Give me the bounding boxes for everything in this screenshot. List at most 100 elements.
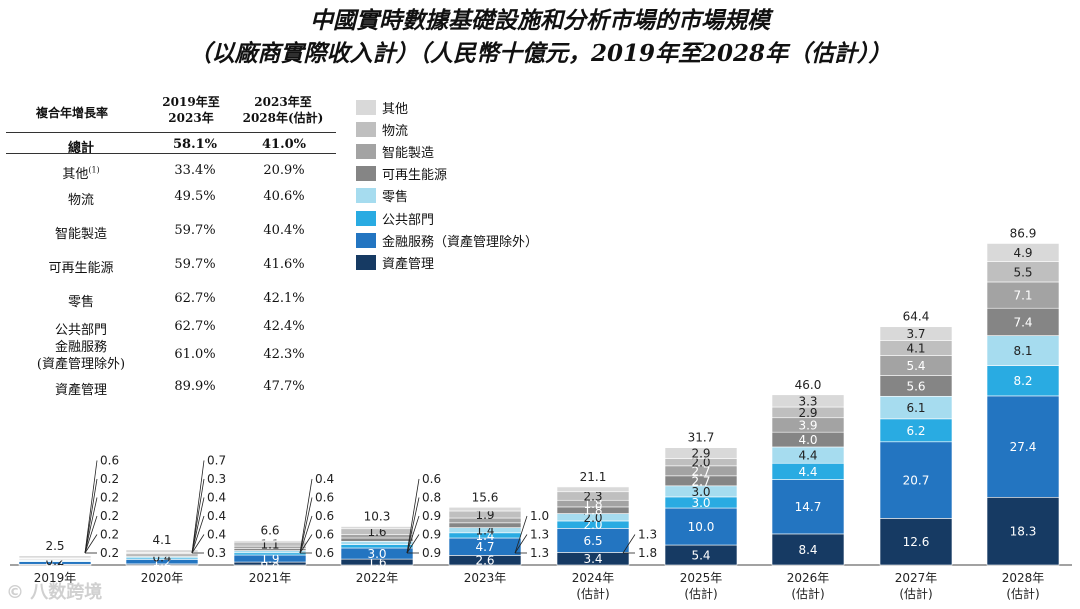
x-tick-sublabel: (估計) [899,586,932,601]
bar-segment [125,549,199,553]
cagr-separator [6,153,336,154]
bar-segment [986,496,1060,566]
x-tick-label: 2026年 [787,571,830,585]
cagr-header-col2-line2: 2028年(估計) [242,111,324,125]
segment-label: 2.6 [475,554,494,568]
segment-label: 7.4 [1013,315,1032,329]
callout-label: 0.9 [422,509,441,523]
bar-segment [986,243,1060,262]
cagr-value-2019-2023: 58.1% [172,137,217,152]
callout-leader-line [84,534,98,554]
callout-leader-line [514,515,528,554]
cagr-value-2019-2023: 61.0% [174,347,216,362]
callout-label: 0.6 [315,528,334,542]
x-tick-sublabel: (估計) [1006,586,1039,601]
segment-label: 14.7 [795,500,822,514]
segment-label: 4.1 [906,341,925,355]
cagr-value-2023-2028: 40.4% [263,223,305,238]
cagr-row-label: 智能製造 [54,227,107,242]
x-tick-label: 2021年 [249,571,292,585]
segment-label: 8.1 [1013,344,1032,358]
bar-segment [18,555,92,559]
watermark: © 八数跨境 [6,582,103,603]
callout-label: 0.2 [100,491,119,505]
callout-label: 0.4 [207,491,226,505]
segment-label: 3.7 [906,327,925,341]
callout-leader-line [406,497,420,554]
legend-item: 其他 [356,96,538,118]
bar-segment [448,506,522,512]
callout-leader-line [191,497,205,554]
callout-label: 0.9 [422,528,441,542]
bar-segment [233,540,307,543]
cagr-header-label: 複合年增長率 [36,106,109,120]
cagr-row-note: (1) [88,165,100,175]
segment-label: 1.9 [475,508,494,522]
segment-label: 5.4 [906,359,925,373]
bar-segment [771,533,845,566]
cagr-value-2019-2023: 49.5% [174,189,216,204]
callout-leader-line [406,515,420,554]
callout-leader-line [299,478,313,554]
cagr-row-label: 資產管理 [54,383,107,398]
cagr-value-2019-2023: 59.7% [174,257,216,272]
cagr-header-col2: 2023年至 2028年(估計) [238,94,328,126]
callout-label: 0.2 [100,509,119,523]
cagr-value-2023-2028: 42.4% [263,319,305,334]
segment-label: 4.4 [798,449,817,463]
callout-label: 0.6 [315,491,334,505]
segment-label: 7.1 [1013,289,1032,303]
callout-label: 0.7 [207,454,226,468]
callout-leader-line [84,497,98,554]
cagr-row-label: 零售 [67,295,94,310]
callout-label: 0.2 [100,528,119,542]
bar-segment [771,394,845,408]
chart-legend: 其他 物流 智能製造 可再生能源 零售 公共部門 金融服務（資產管理除外） 資產管理 [356,96,538,274]
bar-segment [556,528,630,553]
x-tick-label: 2027年 [895,571,938,585]
bar-segment [448,522,522,528]
segment-label: 4.7 [475,540,494,554]
cagr-value-2019-2023: 62.7% [174,291,216,306]
x-tick-sublabel: (估計) [684,586,717,601]
segment-label: 3.3 [798,394,817,408]
legend-label: 金融服務（資產管理除外） [382,234,539,250]
legend-item: 金融服務（資產管理除外） [356,229,538,251]
bar-total-label: 10.3 [364,510,391,524]
segment-label: 5.6 [906,379,925,393]
callout-leader-line [406,534,420,554]
bar-total-label: 86.9 [1010,226,1037,240]
cagr-value-2023-2028: 20.9% [263,163,305,178]
bar-total-label: 2.5 [45,539,64,553]
legend-swatch [356,166,376,182]
legend-label: 零售 [382,190,409,206]
legend-label: 其他 [382,101,409,117]
cagr-header-col1-line2: 2023年 [168,111,214,125]
bar-total-label: 15.6 [472,490,499,504]
chart-title: 中國實時數據基礎設施和分析市場的市場規模 （以廠商實際收入計）（人民幣十億元，2… [0,4,1080,70]
segment-label: 2.9 [691,447,710,461]
segment-label: 2.0 [583,518,602,532]
bar-segment [879,441,953,519]
cagr-value-2023-2028: 40.6% [263,189,305,204]
callout-label: 0.2 [100,546,119,560]
legend-swatch [356,254,376,270]
callout-label: 0.8 [422,491,441,505]
callout-label: 0.4 [207,509,226,523]
segment-label: 4.0 [798,433,817,447]
segment-label: 4.9 [1013,246,1032,260]
bar-segment [340,544,414,549]
callout-label: 1.8 [638,546,657,560]
segment-label: 5.5 [1013,265,1032,279]
callout-leader-line [84,460,98,554]
cagr-row-label: 公共部門 [54,323,107,338]
segment-label: 3.0 [691,485,710,499]
callout-label: 0.4 [207,528,226,542]
segment-label: 2.0 [583,511,602,525]
callout-label: 0.6 [315,546,334,560]
cagr-table: 複合年增長率 2019年至 2023年 2023年至 2028年(估計) 總計 5… [6,90,336,398]
x-tick-label: 2025年 [680,571,723,585]
segment-label: 20.7 [903,474,930,488]
segment-label: 10.0 [688,520,715,534]
